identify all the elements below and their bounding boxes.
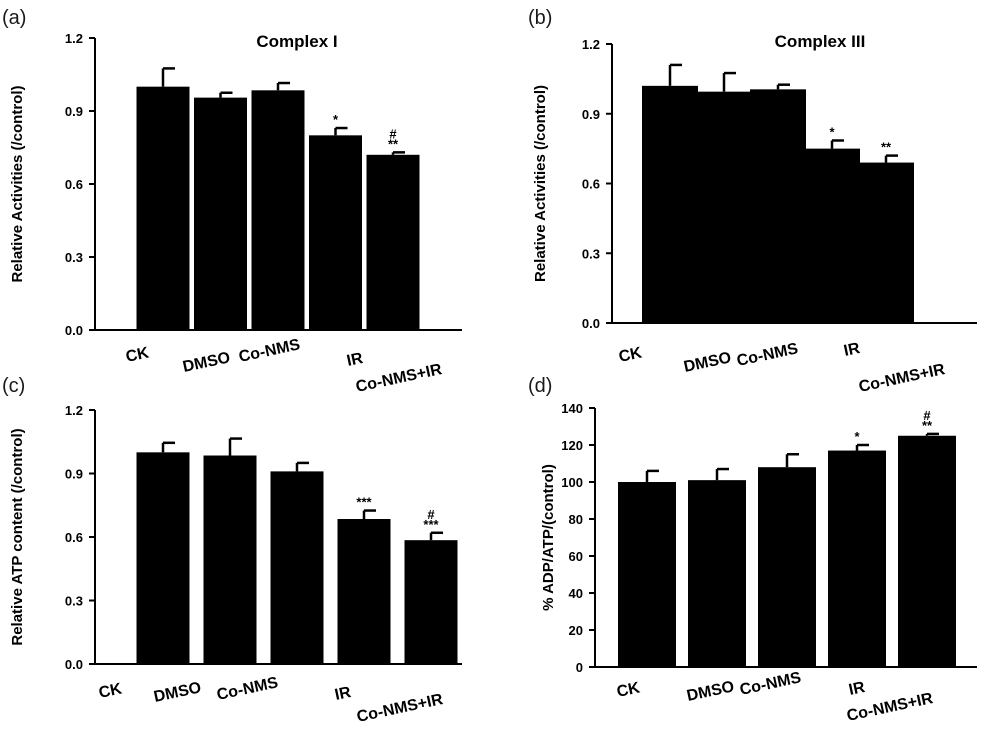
chart-title: Complex III bbox=[775, 32, 866, 51]
bar bbox=[898, 435, 956, 667]
y-tick-label: 120 bbox=[561, 438, 583, 453]
chart-panel-3: (c) 0.0 0.3 0.6 0.9 1.2 Relative ATP content (… bbox=[2, 375, 462, 726]
y-tick-label: 100 bbox=[561, 475, 583, 490]
bar bbox=[194, 97, 247, 330]
x-tick-label: DMSO bbox=[685, 678, 735, 705]
x-tick-label: Co-NMS bbox=[735, 340, 800, 370]
y-tick-label: 0.3 bbox=[65, 594, 83, 609]
x-tick-label: DMSO bbox=[682, 349, 732, 376]
significance-marker: ** bbox=[388, 136, 399, 151]
bar bbox=[618, 482, 676, 667]
significance-marker: * bbox=[854, 429, 860, 444]
bar bbox=[251, 90, 305, 330]
y-tick-label: 0.0 bbox=[582, 316, 600, 331]
chart-panel-1: (a) Complex I 0.0 0.3 0.6 0.9 1.2 Relative Acti… bbox=[2, 7, 462, 396]
significance-marker: *** bbox=[423, 517, 439, 532]
bar bbox=[404, 540, 458, 664]
y-tick-label: 140 bbox=[561, 401, 583, 416]
y-tick-label: 20 bbox=[569, 623, 583, 638]
x-tick-label: Co-NMS+IR bbox=[355, 691, 445, 725]
significance-marker: # bbox=[923, 408, 931, 423]
y-tick-label: 0.9 bbox=[582, 107, 600, 122]
x-tick-label: Co-NMS bbox=[237, 336, 302, 366]
x-tick-label: DMSO bbox=[152, 679, 202, 706]
significance-marker: ** bbox=[881, 140, 892, 155]
y-tick-label: 1.2 bbox=[65, 31, 83, 46]
panel-label: (b) bbox=[528, 7, 552, 29]
y-tick-label: 80 bbox=[569, 512, 583, 527]
bar bbox=[750, 89, 806, 324]
panel-label: (c) bbox=[2, 375, 25, 397]
y-tick-label: 1.2 bbox=[65, 403, 83, 418]
bar bbox=[642, 85, 698, 323]
x-tick-label: DMSO bbox=[181, 349, 231, 376]
bar bbox=[309, 135, 362, 330]
bar bbox=[366, 154, 420, 330]
bar bbox=[203, 455, 257, 664]
y-tick-label: 0.6 bbox=[65, 530, 83, 545]
bar bbox=[337, 519, 391, 664]
bar bbox=[828, 450, 886, 667]
y-tick-label: 0 bbox=[576, 660, 583, 675]
y-axis-label: Relative Activities (/control) bbox=[532, 85, 549, 282]
chart-panel-2: (b) Complex III 0.0 0.3 0.6 0.9 1.2 Relative Ac… bbox=[528, 7, 977, 396]
y-tick-label: 0.3 bbox=[582, 246, 600, 261]
x-tick-label: Co-NMS bbox=[215, 674, 280, 704]
significance-marker: *** bbox=[356, 495, 372, 510]
chart-title: Complex I bbox=[256, 32, 337, 51]
bar bbox=[858, 162, 914, 323]
chart-panel-4: (d) 0 20 40 60 80 100 120 140 % ADP/ATP/(control)… bbox=[528, 375, 977, 725]
x-tick-label: CK bbox=[124, 344, 151, 366]
y-tick-label: 0.3 bbox=[65, 250, 83, 265]
y-tick-label: 0.6 bbox=[582, 177, 600, 192]
x-tick-label: IR bbox=[847, 679, 867, 699]
significance-marker: * bbox=[829, 124, 835, 139]
y-tick-label: 60 bbox=[569, 549, 583, 564]
y-axis-label: Relative Activities (/control) bbox=[9, 86, 26, 283]
x-tick-label: IR bbox=[333, 684, 353, 704]
significance-marker: ** bbox=[922, 418, 933, 433]
bar bbox=[688, 480, 746, 667]
x-tick-label: Co-NMS+IR bbox=[354, 361, 444, 396]
y-tick-label: 0.0 bbox=[65, 657, 83, 672]
bar bbox=[758, 467, 816, 667]
x-tick-label: CK bbox=[97, 680, 124, 702]
x-tick-label: CK bbox=[615, 679, 642, 701]
significance-marker: # bbox=[389, 126, 397, 141]
bar bbox=[804, 148, 860, 323]
panel-label: (d) bbox=[528, 375, 552, 397]
x-tick-label: Co-NMS bbox=[738, 669, 803, 699]
significance-marker: * bbox=[333, 112, 339, 127]
x-tick-label: IR bbox=[345, 350, 365, 370]
x-tick-label: IR bbox=[842, 340, 862, 360]
y-tick-label: 1.2 bbox=[582, 37, 600, 52]
panel-label: (a) bbox=[2, 7, 26, 29]
y-tick-label: 0.6 bbox=[65, 177, 83, 192]
bar bbox=[270, 471, 324, 664]
y-tick-label: 0.9 bbox=[65, 104, 83, 119]
y-axis-label: % ADP/ATP/(control) bbox=[540, 464, 557, 611]
y-axis-label: Relative ATP content (/control) bbox=[9, 428, 26, 645]
bar bbox=[136, 452, 190, 664]
y-tick-label: 40 bbox=[569, 586, 583, 601]
x-tick-label: CK bbox=[617, 344, 644, 366]
y-tick-label: 0.9 bbox=[65, 467, 83, 482]
significance-marker: # bbox=[427, 507, 435, 522]
x-tick-label: Co-NMS+IR bbox=[857, 361, 947, 396]
bar bbox=[136, 86, 190, 331]
y-tick-label: 0.0 bbox=[65, 323, 83, 338]
bar bbox=[696, 91, 752, 323]
